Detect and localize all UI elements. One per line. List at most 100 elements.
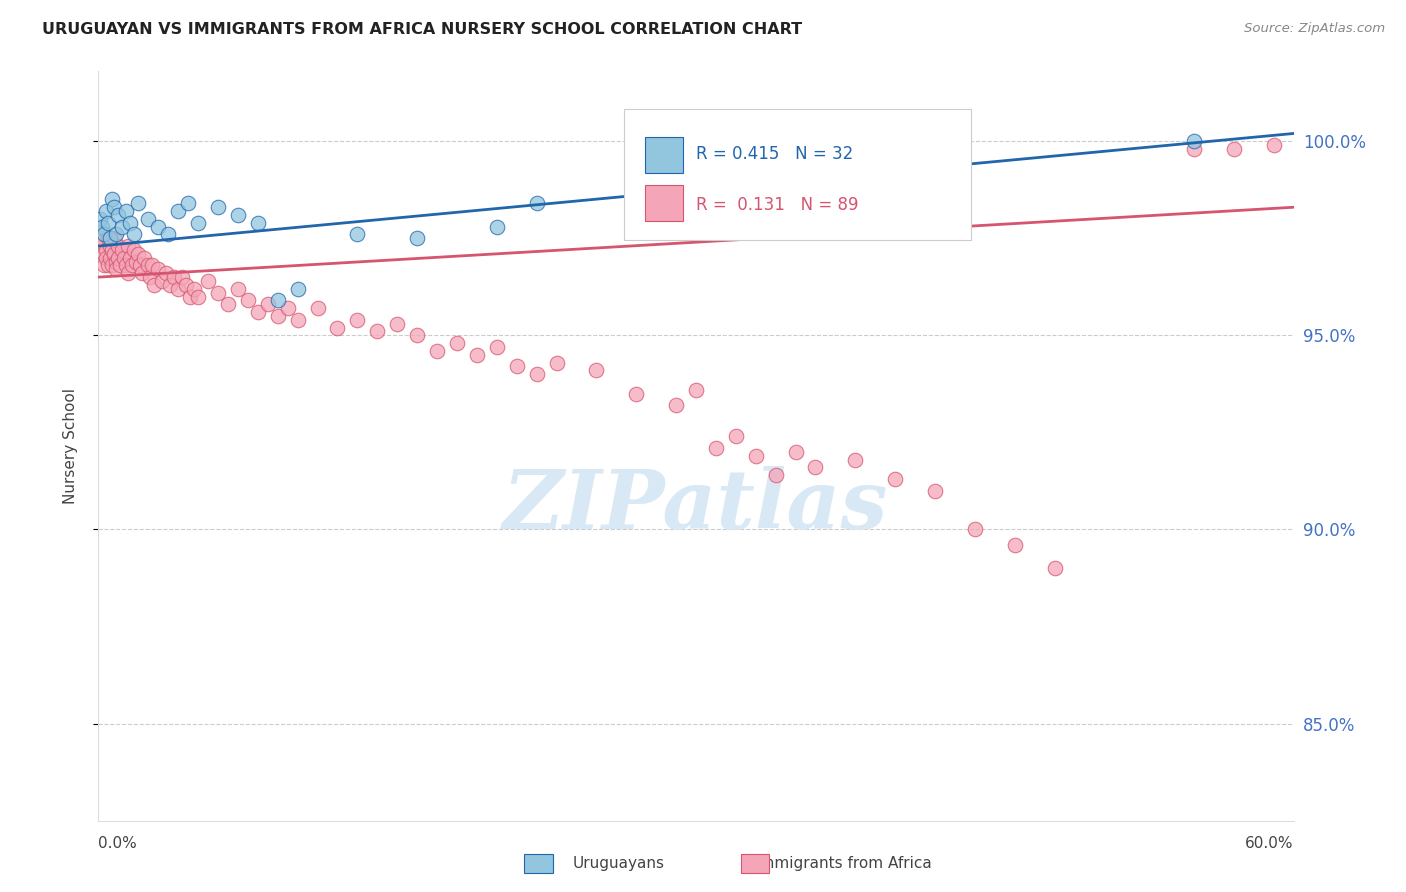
Bar <box>644 136 683 172</box>
Point <box>406 328 429 343</box>
Point <box>177 196 200 211</box>
Point <box>765 468 787 483</box>
Point <box>884 472 907 486</box>
Point <box>785 208 807 222</box>
Point <box>107 251 129 265</box>
Point <box>96 243 118 257</box>
Point <box>105 254 128 268</box>
Text: Immigrants from Africa: Immigrants from Africa <box>755 856 932 871</box>
Point <box>125 254 148 268</box>
Point <box>246 216 269 230</box>
Point <box>111 219 134 234</box>
Point <box>366 325 388 339</box>
Point <box>127 247 149 261</box>
Point <box>844 452 866 467</box>
Point <box>93 259 115 273</box>
Bar <box>644 186 683 221</box>
Point <box>277 301 299 315</box>
Point <box>115 259 138 273</box>
Point <box>1182 142 1205 156</box>
Point <box>267 293 290 308</box>
Point <box>256 297 278 311</box>
Point <box>91 219 114 234</box>
Point <box>506 359 529 374</box>
Point <box>187 289 209 303</box>
Point <box>103 231 125 245</box>
Point <box>121 259 143 273</box>
Y-axis label: Nursery School: Nursery School <box>63 388 77 504</box>
Point <box>141 259 163 273</box>
Point <box>136 211 159 226</box>
Point <box>246 305 269 319</box>
Point <box>98 239 122 253</box>
Point <box>187 216 209 230</box>
Point <box>129 259 152 273</box>
Text: URUGUAYAN VS IMMIGRANTS FROM AFRICA NURSERY SCHOOL CORRELATION CHART: URUGUAYAN VS IMMIGRANTS FROM AFRICA NURS… <box>42 22 803 37</box>
Point <box>148 262 170 277</box>
Point <box>115 204 138 219</box>
Point <box>120 216 142 230</box>
Point <box>183 282 205 296</box>
Point <box>485 340 508 354</box>
Point <box>585 363 607 377</box>
Point <box>159 277 181 292</box>
Point <box>157 227 180 242</box>
Point <box>112 251 135 265</box>
Point <box>105 227 128 242</box>
Point <box>217 297 239 311</box>
Point <box>346 227 368 242</box>
Text: 60.0%: 60.0% <box>1246 836 1294 851</box>
Point <box>107 208 129 222</box>
Point <box>626 386 648 401</box>
Point <box>101 193 124 207</box>
Point <box>150 274 173 288</box>
Point <box>1182 134 1205 148</box>
Point <box>103 247 125 261</box>
Point <box>97 216 120 230</box>
Point <box>110 259 132 273</box>
Point <box>197 274 219 288</box>
Point <box>226 208 249 222</box>
Point <box>103 200 125 214</box>
Point <box>117 266 139 280</box>
Point <box>804 460 827 475</box>
Point <box>179 289 201 303</box>
Point <box>167 282 190 296</box>
Point <box>465 348 488 362</box>
Point <box>1004 538 1026 552</box>
Point <box>148 219 170 234</box>
Point <box>111 243 134 257</box>
Point <box>406 231 429 245</box>
Point <box>93 247 115 261</box>
Point <box>704 441 727 455</box>
Point <box>139 270 162 285</box>
Point <box>287 282 309 296</box>
Point <box>724 429 747 443</box>
Point <box>163 270 186 285</box>
Point <box>963 523 986 537</box>
Point <box>745 449 768 463</box>
Point <box>307 301 329 315</box>
Point <box>167 204 190 219</box>
Point <box>326 320 349 334</box>
Point <box>785 445 807 459</box>
Point <box>105 262 128 277</box>
Point <box>546 355 568 369</box>
Text: Source: ZipAtlas.com: Source: ZipAtlas.com <box>1244 22 1385 36</box>
Point <box>526 196 548 211</box>
Point <box>226 282 249 296</box>
Point <box>685 383 707 397</box>
Point <box>131 266 153 280</box>
Point <box>1043 561 1066 575</box>
FancyBboxPatch shape <box>624 109 972 240</box>
Point <box>101 259 124 273</box>
Point <box>446 336 468 351</box>
Point <box>485 219 508 234</box>
Text: 0.0%: 0.0% <box>98 836 138 851</box>
Point <box>385 317 409 331</box>
Point <box>134 251 156 265</box>
Point <box>346 313 368 327</box>
Point <box>93 227 115 242</box>
Point <box>98 231 122 245</box>
Point <box>96 204 118 219</box>
